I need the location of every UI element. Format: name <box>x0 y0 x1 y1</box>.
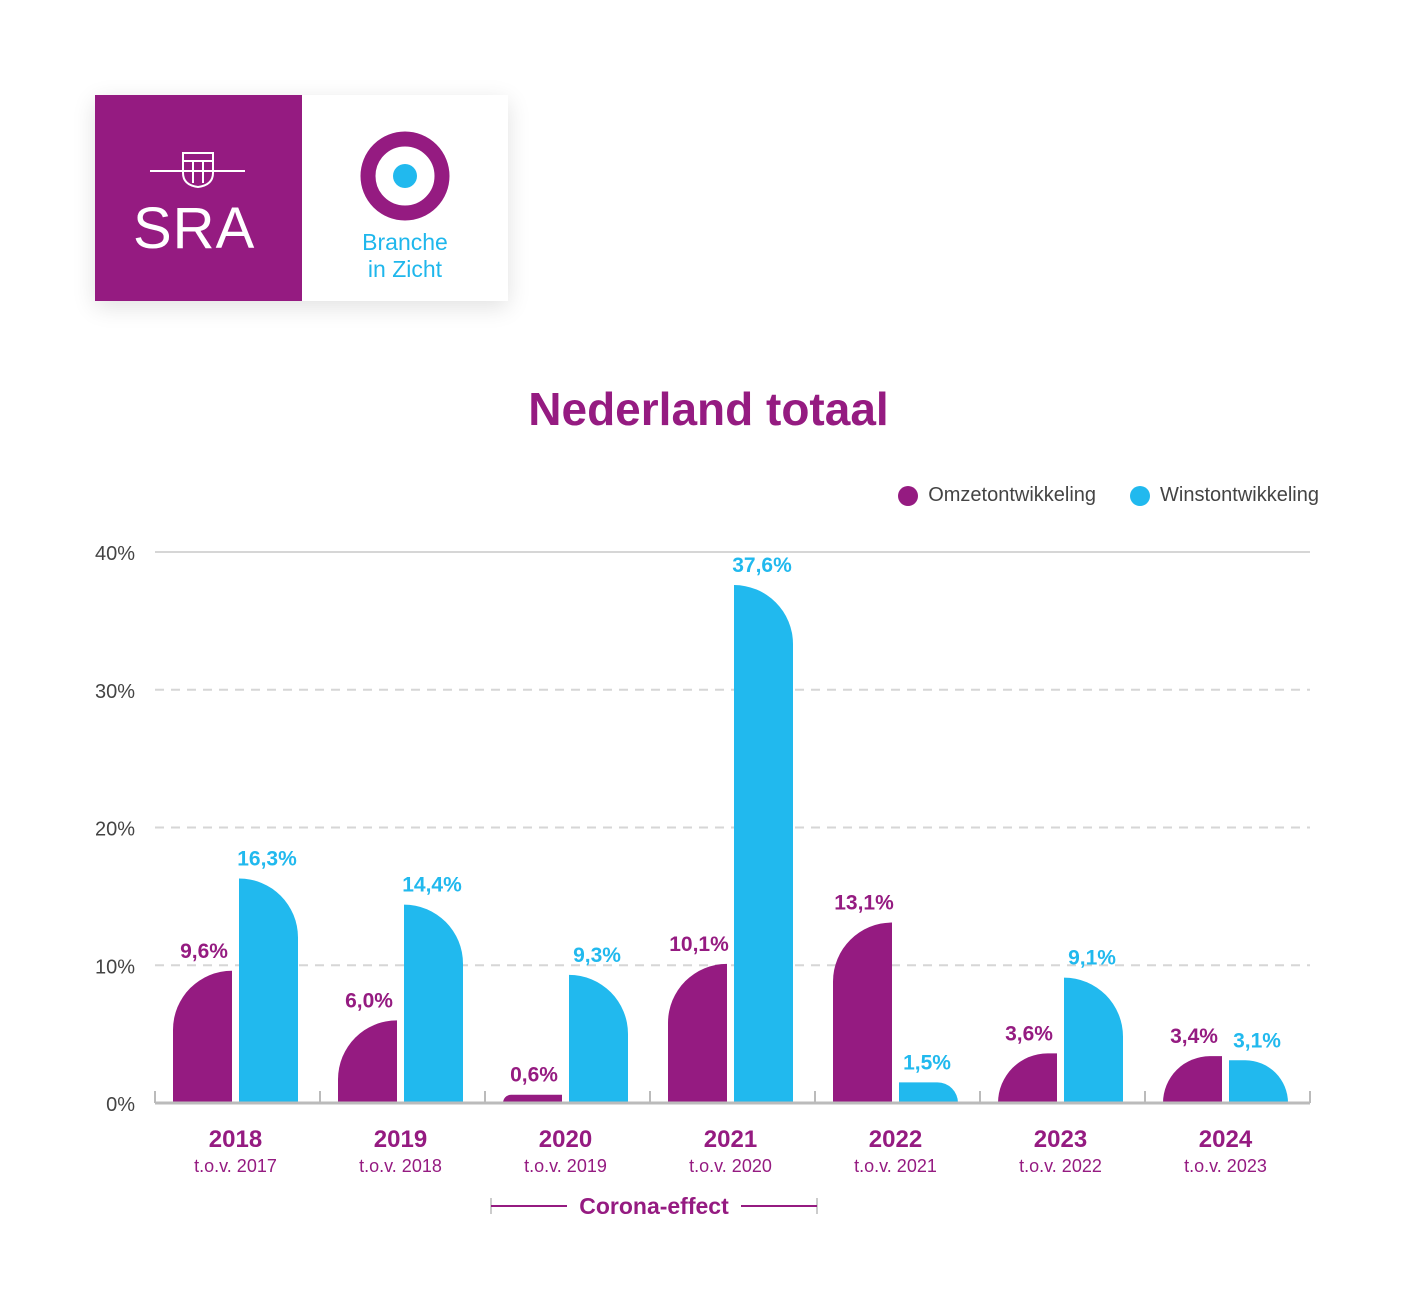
sra-logo-panel: SRA <box>95 95 302 301</box>
sra-logo-text: SRA <box>133 196 256 261</box>
bar-omzet <box>833 922 892 1103</box>
legend-label-omzet: Omzetontwikkeling <box>928 484 1097 506</box>
bar-omzet <box>1163 1056 1222 1103</box>
x-tick-label: 2024 <box>1199 1126 1253 1153</box>
y-tick-label: 0% <box>106 1094 135 1116</box>
x-tick-label: 2021 <box>704 1126 757 1153</box>
in-zicht-line: in Zicht <box>367 256 443 282</box>
legend-label-winst: Winstontwikkeling <box>1160 484 1319 506</box>
data-label-winst: 16,3% <box>237 847 297 870</box>
chart-title: Nederland totaal <box>528 383 889 435</box>
x-tick-sublabel: t.o.v. 2021 <box>854 1156 937 1176</box>
branche-in-zicht-panel: Branche in Zicht <box>302 95 508 301</box>
bar-winst <box>1064 977 1123 1103</box>
y-tick-label: 30% <box>95 681 135 703</box>
bar-winst <box>1229 1060 1288 1103</box>
x-tick-label: 2018 <box>209 1126 262 1153</box>
x-tick-sublabel: t.o.v. 2019 <box>524 1156 607 1176</box>
y-tick-label: 20% <box>95 819 135 841</box>
data-label-omzet: 9,6% <box>180 940 228 963</box>
legend-swatch-blue <box>1130 485 1151 506</box>
x-tick-sublabel: t.o.v. 2022 <box>1019 1156 1102 1176</box>
y-tick-label: 10% <box>95 956 135 978</box>
x-tick-label: 2020 <box>539 1126 592 1153</box>
bar-omzet <box>668 963 727 1103</box>
data-label-winst: 37,6% <box>732 554 792 577</box>
branche-in-zicht-text: Branche in Zicht <box>302 229 508 283</box>
bar-omzet <box>503 1094 562 1103</box>
bar-winst <box>569 974 628 1103</box>
data-label-winst: 9,3% <box>573 944 621 967</box>
y-tick-label: 40% <box>95 543 135 565</box>
data-label-omzet: 3,6% <box>1005 1022 1053 1045</box>
data-label-winst: 1,5% <box>903 1051 951 1074</box>
x-tick-sublabel: t.o.v. 2023 <box>1184 1156 1267 1176</box>
legend-item-winst: Winstontwikkeling <box>1130 484 1319 507</box>
data-label-omzet: 0,6% <box>510 1064 558 1087</box>
x-tick-sublabel: t.o.v. 2018 <box>359 1156 442 1176</box>
x-tick-sublabel: t.o.v. 2020 <box>689 1156 772 1176</box>
bar-winst <box>404 904 463 1103</box>
logo-card: SRA Branche in Zicht <box>95 95 508 301</box>
x-tick-label: 2022 <box>869 1126 922 1153</box>
branche-line: Branche <box>362 229 448 255</box>
target-icon <box>360 131 450 221</box>
sra-emblem-icon <box>150 152 245 189</box>
bar-omzet <box>338 1020 397 1103</box>
legend-item-omzet: Omzetontwikkeling <box>898 484 1096 507</box>
bar-winst <box>734 585 793 1103</box>
data-label-winst: 14,4% <box>402 874 462 897</box>
bar-omzet <box>173 970 232 1103</box>
data-label-winst: 3,1% <box>1233 1029 1281 1052</box>
data-label-omzet: 10,1% <box>669 933 729 956</box>
data-label-winst: 9,1% <box>1068 947 1116 970</box>
x-tick-sublabel: t.o.v. 2017 <box>194 1156 277 1176</box>
bar-winst <box>239 878 298 1103</box>
data-label-omzet: 3,4% <box>1170 1025 1218 1048</box>
data-label-omzet: 6,0% <box>345 989 393 1012</box>
annotation-corona-effect: Corona-effect <box>579 1193 729 1219</box>
legend-swatch-purple <box>898 485 919 506</box>
x-tick-label: 2023 <box>1034 1126 1087 1153</box>
legend: Omzetontwikkeling Winstontwikkeling <box>898 484 1319 507</box>
bar-winst <box>899 1082 958 1103</box>
data-label-omzet: 13,1% <box>834 892 894 915</box>
bar-omzet <box>998 1053 1057 1103</box>
x-tick-label: 2019 <box>374 1126 427 1153</box>
